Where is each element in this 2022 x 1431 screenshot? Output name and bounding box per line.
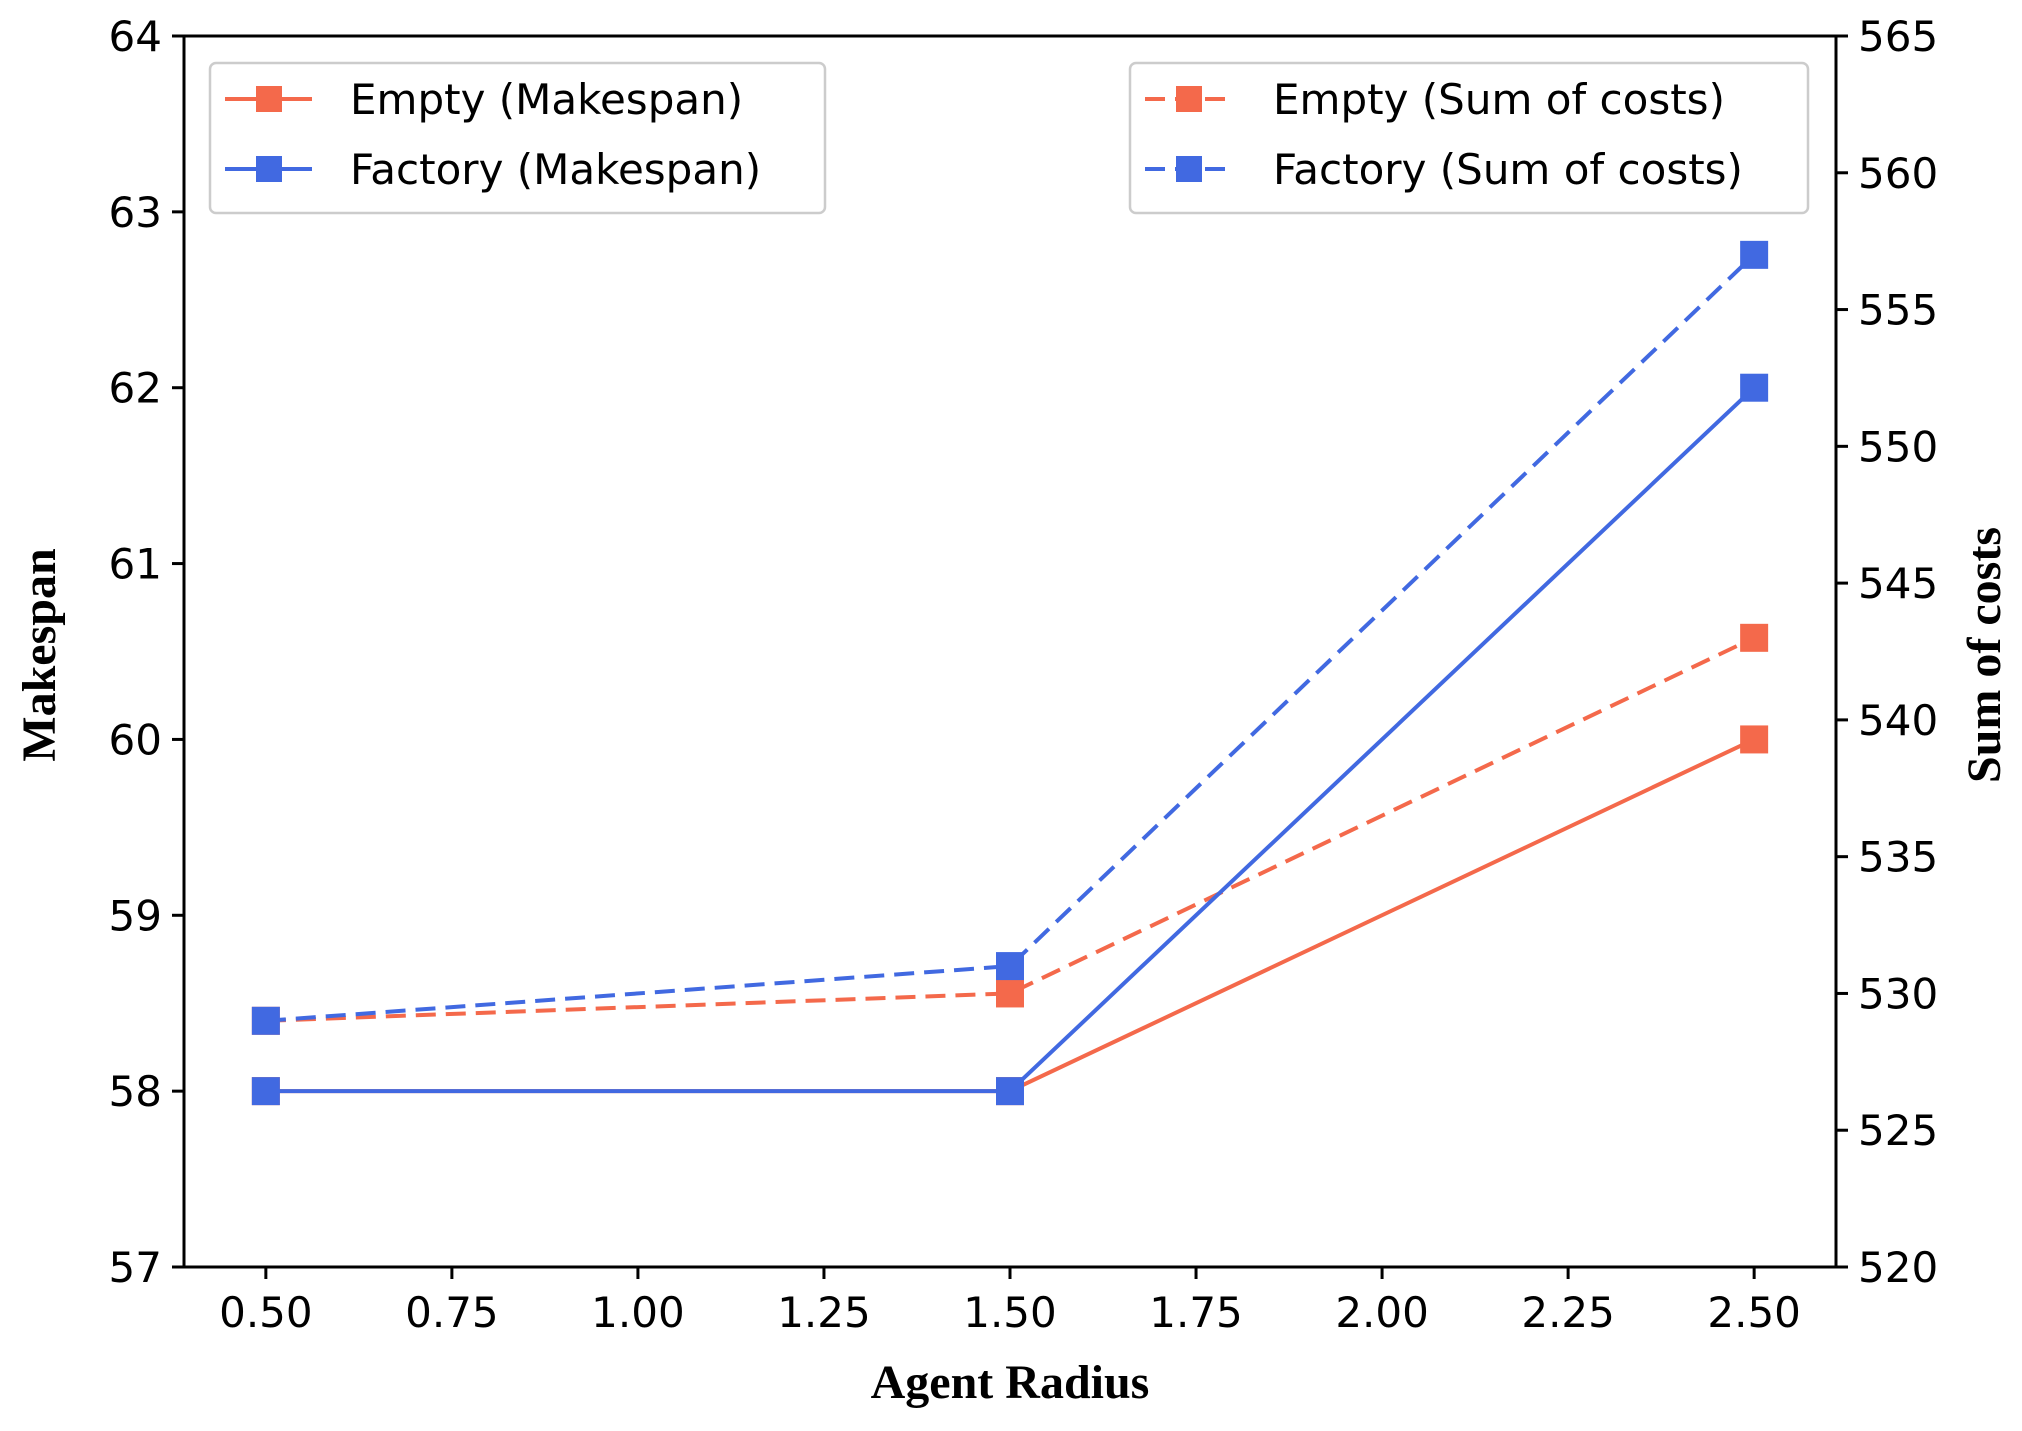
x-tick-label: 1.50	[963, 1288, 1057, 1337]
x-tick-label: 2.00	[1335, 1288, 1429, 1337]
legend-marker-factory-sum-of-costs	[1176, 156, 1202, 182]
y-left-tick-label: 61	[109, 540, 162, 589]
legend-marker-factory-makespan	[256, 156, 282, 182]
y-left-tick-label: 63	[109, 188, 162, 237]
y-left-tick-label: 60	[109, 715, 162, 764]
x-tick-label: 1.00	[591, 1288, 685, 1337]
legend-marker-empty-makespan	[256, 86, 282, 112]
legend-marker-empty-sum-of-costs	[1176, 86, 1202, 112]
legend-label-factory-makespan: Factory (Makespan)	[350, 145, 761, 194]
ticks-layer: 0.50 0.75 1.00 1.25 1.50 1.75 2.00 2.25 2.50 57 58…	[109, 12, 1939, 1337]
y-right-tick-label: 565	[1858, 12, 1938, 61]
y-right-axis-title: Sum of costs	[1958, 527, 2011, 783]
legend-label-empty-sum-of-costs: Empty (Sum of costs)	[1273, 75, 1725, 124]
x-tick-label: 0.75	[405, 1288, 499, 1337]
y-right-tick-label: 535	[1858, 833, 1938, 882]
y-right-tick-label: 525	[1858, 1106, 1938, 1155]
y-left-tick-label: 58	[109, 1067, 162, 1116]
x-tick-label: 2.25	[1521, 1288, 1615, 1337]
series-line-factory-sum-of-costs	[265, 253, 1756, 1023]
series-line-empty-sum-of-costs	[265, 635, 1755, 1023]
y-left-axis-title: Makespan	[13, 548, 66, 761]
series-point-factory-makespan	[996, 1077, 1024, 1106]
x-tick-label: 1.25	[777, 1288, 871, 1337]
x-tick-label: 1.75	[1149, 1288, 1243, 1337]
legend-label-empty-makespan: Empty (Makespan)	[350, 75, 743, 124]
y-right-tick-label: 540	[1858, 696, 1938, 745]
series-layer	[251, 240, 1769, 1106]
x-tick-label: 0.50	[219, 1288, 313, 1337]
series-point-factory-sum-of-costs	[996, 952, 1024, 981]
legend-left: Empty (Makespan) Factory (Makespan)	[208, 61, 827, 215]
y-left-tick-label: 62	[109, 364, 162, 413]
y-right-tick-label: 520	[1858, 1243, 1938, 1292]
series-point-factory-makespan	[251, 1077, 280, 1106]
series-point-empty-sum-of-costs	[1740, 623, 1769, 652]
x-axis-title: Agent Radius	[871, 1356, 1150, 1409]
y-left-tick-label: 57	[109, 1243, 162, 1292]
y-left-tick-label: 64	[109, 12, 162, 61]
series-point-empty-sum-of-costs	[996, 979, 1024, 1008]
legend-label-factory-sum-of-costs: Factory (Sum of costs)	[1273, 145, 1743, 194]
y-left-tick-label: 59	[109, 891, 162, 940]
legend-right-frame	[1128, 61, 1810, 215]
series-point-factory-sum-of-costs	[251, 1006, 280, 1035]
x-tick-label: 2.50	[1707, 1288, 1801, 1337]
legend-right: Empty (Sum of costs) Factory (Sum of cos…	[1128, 61, 1810, 215]
y-right-tick-label: 560	[1858, 149, 1938, 198]
series-point-empty-makespan	[1740, 725, 1769, 754]
y-right-tick-label: 545	[1858, 559, 1938, 608]
y-right-tick-label: 555	[1858, 286, 1938, 335]
legend-left-frame	[208, 61, 827, 215]
series-point-factory-makespan	[1740, 373, 1769, 402]
series-point-factory-sum-of-costs	[1740, 240, 1769, 269]
y-right-tick-label: 530	[1858, 969, 1938, 1018]
y-right-tick-label: 550	[1858, 422, 1938, 471]
